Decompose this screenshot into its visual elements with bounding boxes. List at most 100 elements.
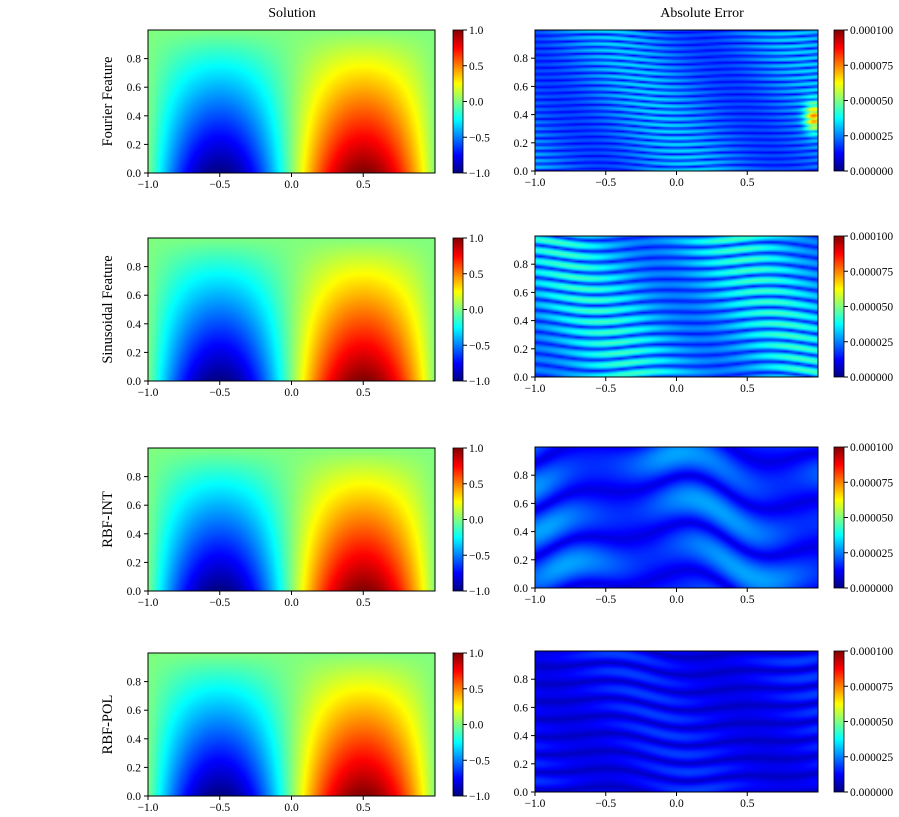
y-tick-label: 0.2	[514, 344, 529, 356]
x-tick-label: 0.5	[740, 383, 755, 395]
y-tick-label: 0.0	[514, 787, 529, 799]
heatmap-image	[148, 30, 435, 173]
x-tick-label: 0.5	[740, 594, 755, 606]
y-tick-label: 0.2	[127, 557, 142, 569]
y-tick-label: 0.0	[514, 372, 529, 384]
y-tick-label: 0.0	[127, 791, 142, 803]
y-tick-label: 0.6	[514, 287, 529, 299]
colorbar-tick-label: 0.000050	[850, 513, 893, 525]
row-label: Fourier Feature	[100, 57, 116, 147]
y-tick-label: 0.8	[514, 259, 529, 271]
row-label: RBF-INT	[100, 491, 116, 548]
colorbar-tick-label: −1.0	[469, 376, 490, 388]
x-tick-label: 0.0	[669, 594, 684, 606]
row-label: Sinusoidal Feature	[100, 255, 116, 363]
x-tick-label: −0.5	[209, 802, 230, 814]
colorbar-tick-label: −1.0	[469, 586, 490, 598]
colorbar-tick-label: −1.0	[469, 168, 490, 180]
y-tick-label: 0.8	[127, 54, 142, 66]
x-tick-label: −0.5	[595, 594, 616, 606]
y-tick-label: 0.4	[514, 110, 529, 122]
colorbar	[452, 29, 464, 174]
x-tick-label: −1.0	[138, 802, 159, 814]
x-tick-label: −1.0	[525, 177, 546, 189]
x-tick-label: −1.0	[138, 597, 159, 609]
colorbar-tick-label: 0.0	[469, 97, 484, 109]
x-tick-label: 0.5	[740, 177, 755, 189]
colorbar-tick-label: −1.0	[469, 791, 490, 803]
y-tick-label: 0.8	[514, 53, 529, 65]
x-tick-label: 0.5	[740, 798, 755, 810]
y-tick-label: 0.4	[514, 731, 529, 743]
colorbar-tick-label: 0.5	[469, 684, 484, 696]
y-tick-label: 0.4	[514, 316, 529, 328]
colorbar-tick-label: 0.000075	[850, 266, 893, 278]
colorbar-tick-label: 0.000025	[850, 752, 893, 764]
heatmap-image	[148, 238, 435, 381]
y-tick-label: 0.8	[127, 472, 142, 484]
heatmap-image	[535, 651, 818, 792]
x-tick-label: −1.0	[525, 383, 546, 395]
colorbar-tick-label: 0.000050	[850, 96, 893, 108]
colorbar-tick-label: 0.000025	[850, 548, 893, 560]
y-tick-label: 0.2	[127, 762, 142, 774]
heatmap-image	[148, 448, 435, 591]
y-tick-label: 0.6	[514, 498, 529, 510]
x-tick-label: −1.0	[525, 594, 546, 606]
y-tick-label: 0.6	[127, 290, 142, 302]
x-tick-label: 0.5	[356, 597, 371, 609]
colorbar-tick-label: 0.0	[469, 305, 484, 317]
x-tick-label: 0.5	[356, 802, 371, 814]
colorbar-tick-label: −0.5	[469, 755, 490, 767]
x-tick-label: −1.0	[138, 179, 159, 191]
x-tick-label: −0.5	[209, 597, 230, 609]
colorbar	[452, 652, 464, 797]
x-tick-label: −1.0	[138, 387, 159, 399]
colorbar	[833, 29, 845, 172]
colorbar-tick-label: 1.0	[469, 648, 484, 660]
y-tick-label: 0.6	[127, 705, 142, 717]
y-tick-label: 0.2	[514, 555, 529, 567]
colorbar-tick-label: 0.000050	[850, 717, 893, 729]
y-tick-label: 0.0	[514, 583, 529, 595]
y-tick-label: 0.0	[514, 166, 529, 178]
colorbar-tick-label: 0.000100	[850, 231, 893, 243]
colorbar-tick-label: 0.0	[469, 720, 484, 732]
colorbar-tick-label: 0.000050	[850, 302, 893, 314]
colorbar-tick-label: 0.000000	[850, 166, 893, 178]
y-tick-label: 0.2	[127, 347, 142, 359]
colorbar-tick-label: 0.000025	[850, 337, 893, 349]
colorbar-tick-label: −0.5	[469, 340, 490, 352]
x-tick-label: 0.0	[669, 383, 684, 395]
y-tick-label: 0.6	[514, 81, 529, 93]
x-tick-label: −1.0	[525, 798, 546, 810]
colorbar-tick-label: 0.5	[469, 61, 484, 73]
y-tick-label: 0.4	[514, 527, 529, 539]
x-tick-label: −0.5	[209, 179, 230, 191]
y-tick-label: 0.0	[127, 376, 142, 388]
colorbar	[833, 446, 845, 589]
y-tick-label: 0.0	[127, 586, 142, 598]
x-tick-label: 0.0	[284, 802, 299, 814]
x-tick-label: 0.5	[356, 387, 371, 399]
x-tick-label: 0.0	[284, 179, 299, 191]
colorbar	[833, 650, 845, 793]
colorbar-tick-label: 0.000075	[850, 681, 893, 693]
y-tick-label: 0.4	[127, 529, 142, 541]
y-tick-label: 0.2	[514, 759, 529, 771]
colorbar-tick-label: 0.000075	[850, 477, 893, 489]
y-tick-label: 0.8	[127, 677, 142, 689]
y-tick-label: 0.4	[127, 319, 142, 331]
x-tick-label: 0.0	[669, 798, 684, 810]
x-tick-label: −0.5	[595, 798, 616, 810]
colorbar-tick-label: −0.5	[469, 550, 490, 562]
y-tick-label: 0.8	[514, 674, 529, 686]
colorbar-tick-label: 0.000100	[850, 442, 893, 454]
y-tick-label: 0.6	[514, 702, 529, 714]
y-tick-label: 0.2	[127, 139, 142, 151]
y-tick-label: 0.2	[514, 138, 529, 150]
colorbar-tick-label: 0.000000	[850, 583, 893, 595]
x-tick-label: 0.0	[284, 387, 299, 399]
heatmap-image	[535, 236, 818, 377]
